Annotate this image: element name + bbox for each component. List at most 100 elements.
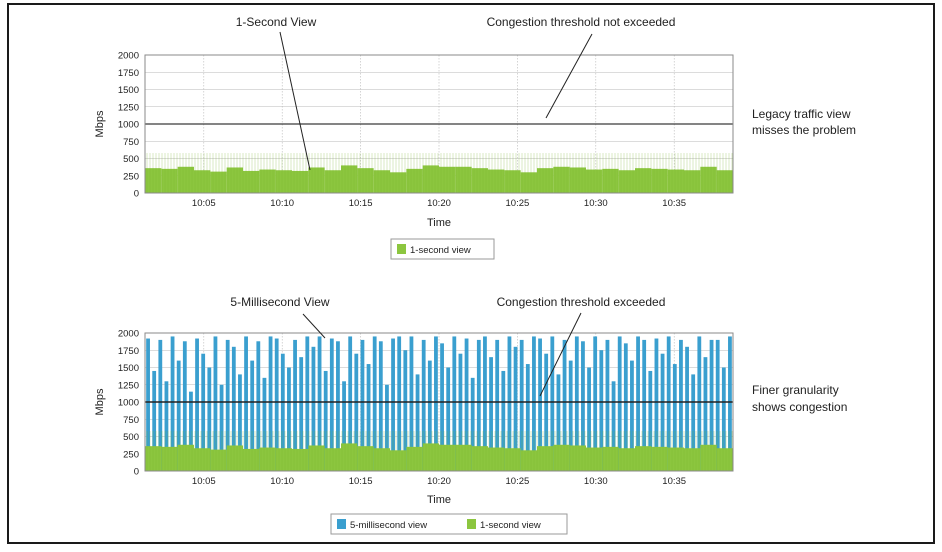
bar-5-millisecond [170, 336, 175, 471]
bar-1-second [341, 443, 358, 471]
bar-5-millisecond [415, 374, 420, 471]
bar-5-millisecond [446, 367, 451, 471]
bar-5-millisecond [642, 339, 647, 471]
bar-5-millisecond [611, 381, 616, 471]
bar-1-second [373, 448, 390, 471]
bar-5-millisecond [691, 374, 696, 471]
chart-1-legend-label-1-second: 1-second view [410, 245, 471, 256]
bar-1-second [455, 166, 472, 193]
chart-1-x-tick-label: 10:05 [192, 198, 216, 209]
bar-5-millisecond [225, 339, 230, 471]
bar-1-second [341, 165, 358, 193]
chart-1-x-tick-label: 10:20 [427, 198, 451, 209]
chart-2-bars-5-millisecond [146, 336, 732, 471]
bar-5-millisecond [679, 339, 683, 471]
bar-1-second [635, 168, 652, 193]
bar-5-millisecond [544, 353, 549, 471]
bar-1-second [667, 447, 684, 471]
bar-5-millisecond [280, 353, 285, 471]
chart-2-x-tick-label: 10:30 [584, 476, 608, 487]
chart-1-plot-border [144, 54, 734, 194]
chart-2-y-tick-label: 500 [123, 432, 139, 443]
chart-2-y-tick-label: 250 [123, 449, 139, 460]
bar-5-millisecond [299, 357, 304, 471]
bar-5-millisecond [305, 336, 310, 471]
bar-1-second [226, 445, 243, 471]
chart-1-y-axis-label: Mbps [94, 110, 106, 137]
chart-2: 0 250 500 750 1000 1250 1500 1750 2000 10:05 10:1… [94, 295, 847, 535]
bar-5-millisecond [483, 336, 487, 471]
bar-5-millisecond [391, 338, 395, 471]
bar-1-second [520, 450, 537, 471]
bar-5-millisecond [427, 360, 432, 471]
bar-5-millisecond [360, 339, 365, 471]
chart-1-side-note-line-1: Legacy traffic view [752, 107, 851, 121]
chart-2-threshold-annotation: Congestion threshold exceeded [497, 295, 666, 309]
bar-5-millisecond [244, 336, 248, 471]
bar-5-millisecond [434, 336, 438, 471]
bar-1-second [161, 446, 178, 471]
bar-1-second [422, 443, 439, 471]
bar-5-millisecond [323, 370, 328, 471]
bar-1-second [210, 449, 227, 471]
bar-1-second [390, 450, 407, 471]
bar-5-millisecond [238, 374, 242, 471]
bar-1-second [700, 166, 717, 193]
bar-1-second [259, 169, 276, 193]
bar-5-millisecond [709, 339, 714, 471]
bar-5-millisecond [666, 336, 671, 471]
bar-5-millisecond [219, 384, 224, 471]
chart-1-bars [145, 153, 733, 193]
bar-1-second [537, 168, 554, 193]
chart-2-y-tick-label: 0 [134, 467, 139, 478]
chart-2-legend-box [330, 513, 568, 535]
bar-5-millisecond [317, 336, 322, 471]
bar-5-millisecond [599, 350, 604, 471]
bar-1-second [210, 171, 227, 193]
bar-1-second [553, 166, 570, 193]
chart-1-x-axis-label: Time [427, 217, 451, 229]
bar-5-millisecond [519, 339, 524, 471]
bar-5-millisecond [385, 384, 389, 471]
bar-5-millisecond [568, 360, 573, 471]
bar-1-second [455, 444, 472, 471]
bar-5-millisecond [660, 353, 665, 471]
bar-5-millisecond [532, 336, 536, 471]
bar-5-millisecond [550, 336, 555, 471]
bar-5-millisecond [605, 339, 610, 471]
bar-1-second [161, 168, 178, 193]
chart-2-x-tick-label: 10:05 [192, 476, 216, 487]
bar-1-second [553, 444, 570, 471]
chart-2-side-note-line-2: shows congestion [752, 400, 847, 414]
bar-5-millisecond [158, 339, 163, 471]
bar-5-millisecond [458, 353, 463, 471]
bar-1-second [635, 446, 652, 471]
bar-5-millisecond [152, 370, 157, 471]
chart-2-view-label: 5-Millisecond View [230, 295, 329, 309]
bar-5-millisecond [617, 336, 622, 471]
chart-2-x-axis-label: Time [427, 494, 451, 506]
bar-1-second [684, 448, 701, 471]
chart-1-y-ticks: 0 250 500 750 1000 1250 1500 1750 2000 [118, 51, 139, 200]
chart-2-y-tick-label: 750 [123, 415, 139, 426]
bar-5-millisecond [293, 339, 297, 471]
chart-2-x-tick-label: 10:20 [427, 476, 451, 487]
chart-1-side-note-line-2: misses the problem [752, 123, 856, 137]
bar-5-millisecond [593, 336, 598, 471]
bar-5-millisecond [164, 381, 169, 471]
bar-5-millisecond [587, 367, 591, 471]
bar-5-millisecond [268, 336, 273, 471]
bar-5-millisecond [403, 350, 408, 471]
bar-5-millisecond [250, 360, 255, 471]
bar-1-second [602, 446, 619, 471]
bar-5-millisecond [630, 360, 634, 471]
bar-1-second [357, 168, 374, 193]
bar-5-millisecond [703, 357, 708, 471]
bar-1-second [373, 170, 390, 193]
bar-5-millisecond [287, 367, 291, 471]
chart-1-legend-swatch-1-second [397, 244, 406, 254]
bar-1-second [488, 169, 505, 193]
bar-5-millisecond [672, 364, 677, 471]
